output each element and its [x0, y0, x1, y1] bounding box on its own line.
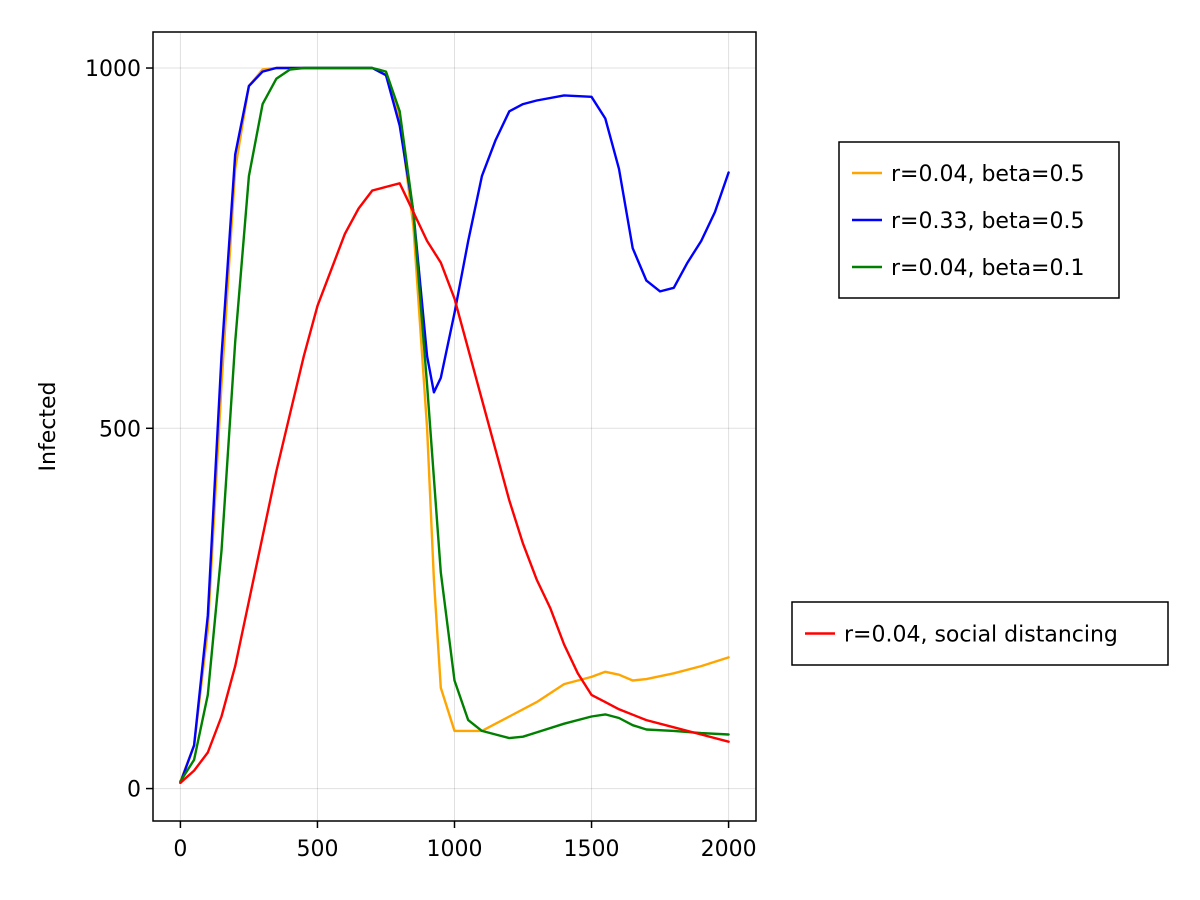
y-tick-label: 0 — [127, 778, 141, 803]
legend-right-top: r=0.04, beta=0.5 r=0.33, beta=0.5 r=0.04, … — [838, 141, 1120, 299]
series-lines — [179, 66, 730, 784]
x-tick-label: 500 — [296, 837, 338, 862]
x-tick-label: 0 — [173, 837, 187, 862]
series-line-2 — [179, 66, 730, 783]
series-line-1 — [179, 66, 730, 784]
series-line-3 — [179, 182, 730, 784]
y-tick-label: 500 — [99, 417, 141, 442]
x-tick-label: 1000 — [427, 837, 483, 862]
grid — [153, 32, 756, 821]
legends: r=0.04, beta=0.5 r=0.33, beta=0.5 r=0.04, … — [791, 141, 1169, 666]
legend-right-bottom: r=0.04, social distancing — [791, 601, 1169, 666]
y-axis-title: Infected — [36, 382, 61, 472]
legend-label: r=0.04, beta=0.5 — [891, 162, 1084, 187]
x-tick-label: 1500 — [564, 837, 620, 862]
legend-box — [791, 601, 1169, 666]
x-axis-ticks: 0 500 1000 1500 2000 — [173, 821, 757, 862]
legend-label: r=0.33, beta=0.5 — [891, 209, 1084, 234]
legend-box — [838, 141, 1120, 299]
x-tick-label: 2000 — [701, 837, 757, 862]
y-tick-label: 1000 — [85, 57, 141, 82]
legend-label: r=0.04, social distancing — [844, 623, 1118, 648]
y-axis-ticks: 0 500 1000 — [85, 57, 153, 803]
legend-label: r=0.04, beta=0.1 — [891, 256, 1084, 281]
